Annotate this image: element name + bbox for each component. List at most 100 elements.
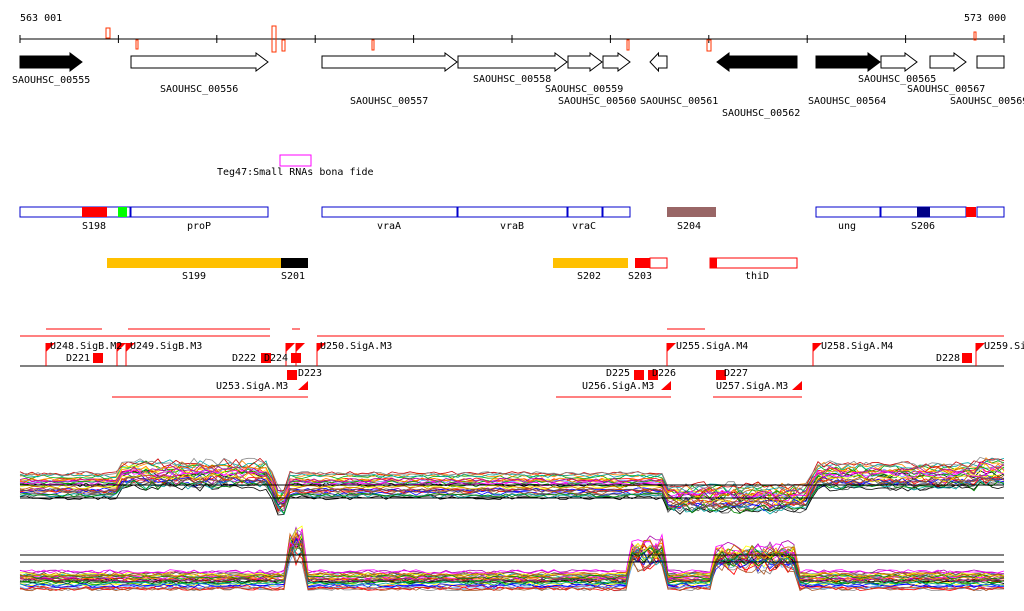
feature-box — [815, 206, 881, 218]
gene-arrow[interactable] — [567, 52, 603, 72]
feature-label[interactable]: vraA — [377, 221, 402, 232]
expression-profile-line — [19, 540, 1005, 584]
expression-profile-line — [19, 461, 1005, 498]
feature-S204 — [667, 207, 716, 217]
tu-label[interactable]: D221 — [66, 353, 91, 364]
promoter-flag — [117, 343, 126, 352]
feature-box — [602, 206, 631, 218]
terminator-box — [261, 353, 271, 363]
gene-label[interactable]: SAOUHSC_00561 — [640, 96, 719, 107]
promoter-flag — [286, 343, 295, 352]
gene-label[interactable]: SAOUHSC_00562 — [722, 108, 801, 119]
gene-label[interactable]: SAOUHSC_00555 — [12, 75, 91, 86]
expression-profile-line — [19, 457, 1005, 495]
tu-label[interactable]: U256.SigA.M3 — [582, 381, 655, 392]
srna-label[interactable]: Teg47:Small RNAs bona fide — [217, 167, 374, 178]
gene-arrow[interactable] — [457, 52, 568, 72]
gene-arrow[interactable] — [602, 52, 631, 72]
gene-arrow[interactable] — [716, 52, 798, 72]
gene-arrow[interactable] — [130, 52, 269, 72]
feature-S199 — [107, 258, 281, 268]
gene-arrow[interactable] — [929, 52, 967, 72]
tu-label[interactable]: U250.SigA.M3 — [320, 341, 393, 352]
gene-label[interactable]: SAOUHSC_00560 — [558, 96, 637, 107]
ruler-marker — [271, 25, 277, 53]
tu-label[interactable]: D223 — [298, 368, 323, 379]
feature-label[interactable]: vraC — [572, 221, 597, 232]
ruler-start: 563 001 — [20, 13, 63, 24]
gene-label[interactable]: SAOUHSC_00558 — [473, 74, 552, 85]
feature-label[interactable]: vraB — [500, 221, 525, 232]
gene-label[interactable]: SAOUHSC_00559 — [545, 84, 624, 95]
feature-box — [567, 206, 603, 218]
expression-profile-line — [19, 456, 1005, 495]
gene-arrow[interactable] — [649, 51, 668, 73]
gene-arrow[interactable] — [880, 52, 918, 72]
gene-label[interactable]: SAOUHSC_00556 — [160, 84, 239, 95]
feature-box — [321, 206, 458, 218]
feature-label[interactable]: S203 — [628, 271, 653, 282]
expression-profile-line — [19, 457, 1005, 497]
tu-label[interactable]: U253.SigA.M3 — [216, 381, 289, 392]
promoter-flag — [976, 343, 985, 352]
gene-label[interactable]: SAOUHSC_00569 — [950, 96, 1024, 107]
gene-arrow[interactable] — [19, 52, 83, 72]
tu-label[interactable]: D228 — [936, 353, 961, 364]
feature-S198 — [82, 207, 107, 217]
feature-label[interactable]: proP — [187, 221, 212, 232]
expression-profile-line — [19, 471, 1005, 506]
feature-label[interactable]: S198 — [82, 221, 107, 232]
feature-label[interactable]: S202 — [577, 271, 602, 282]
srna-box — [279, 154, 312, 167]
feature-thiD — [709, 257, 798, 269]
expression-profile-line — [19, 467, 1005, 504]
expression-profile-line — [19, 475, 1005, 509]
tu-label[interactable]: U258.SigA.M4 — [821, 341, 894, 352]
ruler-marker — [281, 39, 286, 52]
feature-label[interactable]: thiD — [745, 271, 770, 282]
expression-profile-line — [19, 544, 1005, 580]
expression-profile-line — [20, 525, 1005, 578]
expression-profile-line — [19, 528, 1005, 575]
feature-box — [130, 206, 269, 218]
promoter-flag — [317, 343, 326, 352]
expression-profile-line — [19, 479, 1005, 515]
tu-label[interactable]: D225 — [606, 368, 631, 379]
gene-label[interactable]: SAOUHSC_00557 — [350, 96, 429, 107]
gene-label[interactable]: SAOUHSC_00565 — [858, 74, 937, 85]
tu-label[interactable]: U249.SigB.M3 — [130, 341, 203, 352]
terminator-box — [648, 370, 658, 380]
feature-label[interactable]: S199 — [182, 271, 207, 282]
promoter-flag — [298, 381, 308, 390]
gene-arrow[interactable] — [321, 52, 458, 72]
promoter-flag — [46, 343, 55, 352]
promoter-flag — [126, 343, 135, 352]
expression-profile-line — [19, 465, 1005, 503]
ruler-marker — [135, 39, 139, 50]
promoter-flag — [792, 381, 802, 390]
gene-arrow[interactable] — [815, 52, 881, 72]
expression-profile-line — [19, 537, 1005, 588]
terminator-box — [634, 370, 644, 380]
feature-label[interactable]: S206 — [911, 221, 936, 232]
tu-label[interactable]: U257.SigA.M3 — [716, 381, 789, 392]
tu-label[interactable]: D226 — [652, 368, 677, 379]
gene-label[interactable]: SAOUHSC_00564 — [808, 96, 887, 107]
tu-label[interactable]: D222 — [232, 353, 257, 364]
feature-box — [457, 206, 568, 218]
tu-label[interactable]: U255.SigA.M4 — [676, 341, 749, 352]
tu-label[interactable]: D227 — [724, 368, 749, 379]
gene-label[interactable]: SAOUHSC_00567 — [907, 84, 986, 95]
ruler-marker — [973, 31, 977, 41]
feature-label[interactable]: S201 — [281, 271, 306, 282]
feature-label[interactable]: ung — [838, 221, 857, 232]
ruler-marker — [706, 39, 712, 52]
gene-arrow[interactable] — [976, 55, 1005, 69]
feature-S206 — [917, 207, 930, 217]
feature-thiD-start — [710, 258, 717, 268]
feature-label[interactable]: S204 — [677, 221, 702, 232]
tu-label[interactable]: U248.SigB.M2 — [50, 341, 123, 352]
tu-label[interactable]: D224 — [264, 353, 289, 364]
tu-label[interactable]: U259.SigA.M3 — [984, 341, 1024, 352]
